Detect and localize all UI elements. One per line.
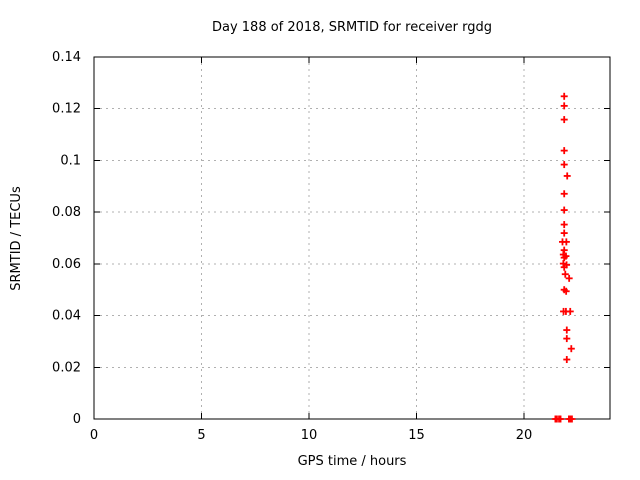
- data-point: [560, 221, 568, 229]
- data-point: [562, 238, 570, 246]
- data-point: [566, 307, 574, 315]
- y-tick-label: 0.12: [52, 102, 81, 117]
- x-tick-label: 20: [516, 428, 533, 443]
- data-point: [565, 274, 573, 282]
- chart-title: Day 188 of 2018, SRMTID for receiver rgd…: [211, 20, 493, 35]
- data-point: [562, 287, 570, 295]
- y-tick-label: 0.08: [52, 205, 81, 220]
- data-point: [560, 263, 568, 271]
- x-tick-label: 0: [90, 428, 98, 443]
- x-axis-label: GPS time / hours: [297, 454, 407, 469]
- data-point: [567, 345, 575, 353]
- x-tick-label: 5: [197, 428, 205, 443]
- data-point: [561, 270, 569, 278]
- data-point: [560, 254, 568, 262]
- y-tick-label: 0.04: [52, 309, 81, 324]
- data-point: [563, 335, 571, 343]
- x-tick-label: 15: [408, 428, 425, 443]
- x-tick-label: 10: [301, 428, 318, 443]
- data-point: [557, 415, 565, 423]
- data-point: [560, 92, 568, 100]
- data-point: [568, 415, 576, 423]
- data-point: [560, 229, 568, 237]
- data-point: [563, 326, 571, 334]
- plot-border: [93, 56, 611, 420]
- data-point: [560, 102, 568, 110]
- y-tick-label: 0.14: [52, 50, 81, 65]
- data-point: [560, 161, 568, 169]
- y-tick-label: 0.1: [60, 153, 81, 168]
- data-point: [563, 356, 571, 364]
- y-tick-label: 0.06: [52, 257, 81, 272]
- data-point: [563, 172, 571, 180]
- y-tick-label: 0.02: [52, 360, 81, 375]
- data-point: [560, 116, 568, 124]
- y-tick-label: 0: [73, 412, 81, 427]
- y-axis-label: SRMTID / TECUs: [9, 186, 24, 291]
- data-point: [560, 147, 568, 155]
- data-point: [560, 206, 568, 214]
- data-point: [560, 190, 568, 198]
